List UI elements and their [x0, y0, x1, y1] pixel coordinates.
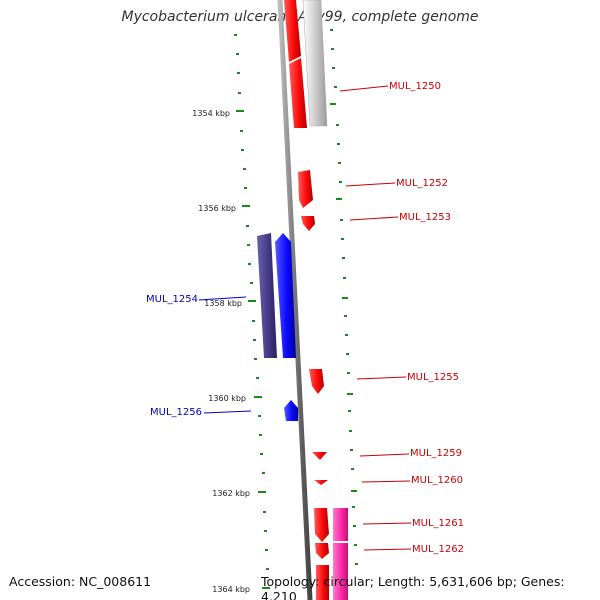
gene-mul-1256 — [284, 400, 298, 421]
gene-mul-1260 — [314, 480, 328, 485]
reverse-genes — [257, 233, 298, 421]
scale-dots-left — [234, 34, 269, 570]
gene-mul-1259 — [312, 452, 327, 460]
gene-label[interactable]: MUL_1256 — [150, 407, 202, 418]
gene-label[interactable]: MUL_1255 — [407, 372, 459, 383]
genome-backbone — [277, 0, 313, 600]
gene-label[interactable]: MUL_1250 — [389, 81, 441, 92]
gene-label[interactable]: MUL_1254 — [146, 294, 198, 305]
gene-mul-1249 — [284, 0, 301, 62]
gene-mul-1253 — [301, 216, 315, 231]
gene-mul-1263 — [316, 565, 329, 600]
gene-label[interactable]: MUL_1253 — [399, 212, 451, 223]
accession-text: Accession: NC_008611 — [9, 574, 152, 589]
gene-mul-1250 — [289, 58, 307, 128]
gene-label[interactable]: MUL_1252 — [396, 178, 448, 189]
leader-lines — [198, 85, 412, 551]
gene-mul-1255 — [309, 369, 324, 394]
gene-label[interactable]: MUL_1259 — [410, 448, 462, 459]
map-title: Mycobacterium ulcerans Agy99, complete g… — [121, 9, 479, 25]
gene-mul-1261 — [314, 508, 329, 542]
gene-mul-1252 — [298, 170, 313, 208]
scale-dots-right — [330, 29, 358, 565]
tick-label-1360: 1360 kbp — [208, 394, 246, 403]
tick-label-1364: 1364 kbp — [212, 585, 250, 594]
gene-labels: MUL_1250 MUL_1252 MUL_1253 MUL_1254 MUL_… — [146, 81, 464, 555]
tick-label-1356: 1356 kbp — [198, 204, 236, 213]
scale-major-ticks — [236, 110, 270, 589]
tick-label-1358: 1358 kbp — [204, 299, 242, 308]
tick-label-1354: 1354 kbp — [192, 109, 230, 118]
scale-labels: 1354 kbp 1356 kbp 1358 kbp 1360 kbp 1362… — [192, 109, 250, 594]
gene-label[interactable]: MUL_1260 — [411, 475, 463, 486]
forward-genes — [284, 0, 329, 600]
topology-text: Topology: circular; Length: 5,631,606 bp… — [261, 574, 565, 600]
gene-label[interactable]: MUL_1261 — [412, 518, 464, 529]
tick-label-1362: 1362 kbp — [212, 489, 250, 498]
gene-mul-1254 — [275, 233, 296, 358]
gene-mul-1254-navy — [257, 233, 277, 358]
gc-skew-strip — [302, 0, 328, 127]
pink-genes — [333, 508, 348, 600]
gene-label[interactable]: MUL_1262 — [412, 544, 464, 555]
gene-mul-1262 — [315, 543, 329, 559]
